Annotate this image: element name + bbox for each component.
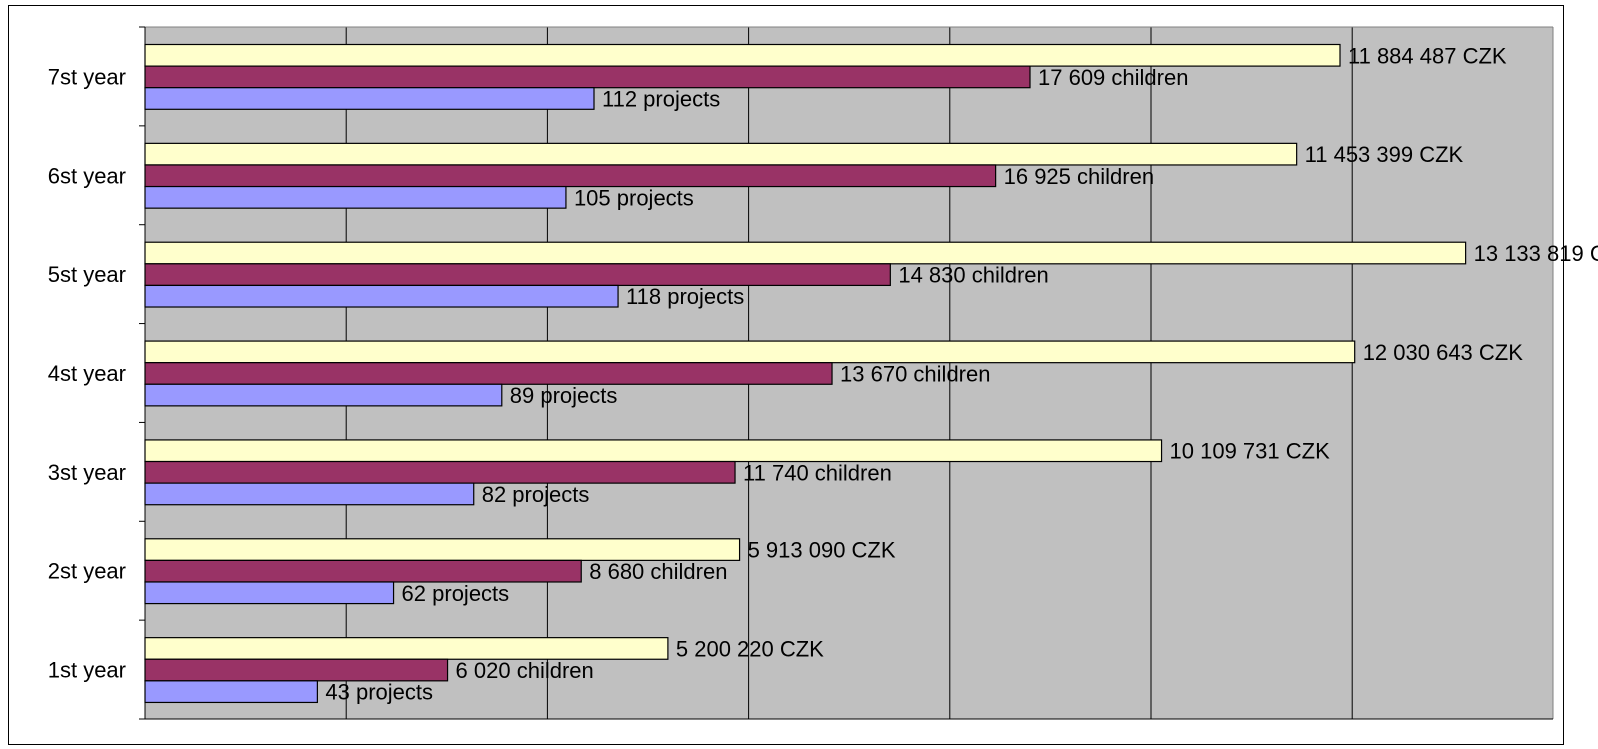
data-label: 13 133 819 CZK bbox=[1474, 241, 1598, 266]
category-label: 7st year bbox=[48, 64, 126, 89]
data-label: 118 projects bbox=[626, 284, 744, 309]
bar bbox=[144, 142, 1298, 166]
data-label: 5 913 090 CZK bbox=[748, 538, 896, 563]
bar bbox=[144, 538, 741, 561]
data-label: 11 740 children bbox=[743, 460, 892, 485]
category-label: 1st year bbox=[48, 658, 126, 683]
bar bbox=[144, 439, 1163, 463]
y-axis-labels: 1st year 2st year 3st year 4st year 5st year… bbox=[48, 64, 126, 682]
bar bbox=[144, 637, 669, 660]
category-label: 5st year bbox=[48, 262, 126, 287]
bar bbox=[144, 87, 595, 110]
data-label: 10 109 731 CZK bbox=[1170, 439, 1331, 464]
bar bbox=[144, 263, 891, 287]
category-label: 3st year bbox=[48, 460, 126, 485]
y-axis-ticks bbox=[139, 26, 145, 720]
bar bbox=[144, 65, 1031, 89]
data-label: 5 200 220 CZK bbox=[676, 636, 824, 661]
bar bbox=[144, 581, 395, 605]
data-label: 62 projects bbox=[402, 581, 510, 606]
data-label: 105 projects bbox=[574, 185, 694, 210]
bar bbox=[144, 658, 449, 682]
bar bbox=[144, 383, 503, 407]
data-label: 11 453 399 CZK bbox=[1305, 142, 1464, 167]
bars bbox=[144, 43, 1467, 704]
data-label: 89 projects bbox=[510, 383, 618, 408]
bar bbox=[144, 340, 1356, 364]
data-label: 11 884 487 CZK bbox=[1348, 43, 1507, 68]
data-label: 12 030 643 CZK bbox=[1363, 340, 1524, 365]
category-label: 6st year bbox=[48, 163, 126, 188]
bar bbox=[144, 164, 997, 188]
bar bbox=[144, 559, 582, 583]
data-label: 6 020 children bbox=[456, 658, 594, 683]
bar bbox=[144, 284, 619, 308]
bar bbox=[144, 460, 736, 484]
bar bbox=[144, 482, 475, 506]
bar bbox=[144, 241, 1467, 265]
data-label: 8 680 children bbox=[589, 559, 727, 584]
bar bbox=[144, 43, 1341, 67]
bar bbox=[144, 680, 318, 704]
category-label: 2st year bbox=[48, 559, 126, 584]
data-label: 112 projects bbox=[602, 87, 720, 112]
category-label: 4st year bbox=[48, 361, 126, 386]
data-labels: 5 200 220 CZK 6 020 children 43 projects 5 … bbox=[325, 43, 1598, 704]
data-label: 13 670 children bbox=[840, 361, 990, 386]
data-label: 82 projects bbox=[482, 482, 590, 507]
bar bbox=[144, 185, 567, 209]
data-label: 17 609 children bbox=[1038, 65, 1188, 90]
data-label: 43 projects bbox=[325, 680, 433, 705]
data-label: 16 925 children bbox=[1004, 164, 1154, 189]
data-label: 14 830 children bbox=[898, 263, 1048, 288]
bar bbox=[144, 362, 833, 385]
